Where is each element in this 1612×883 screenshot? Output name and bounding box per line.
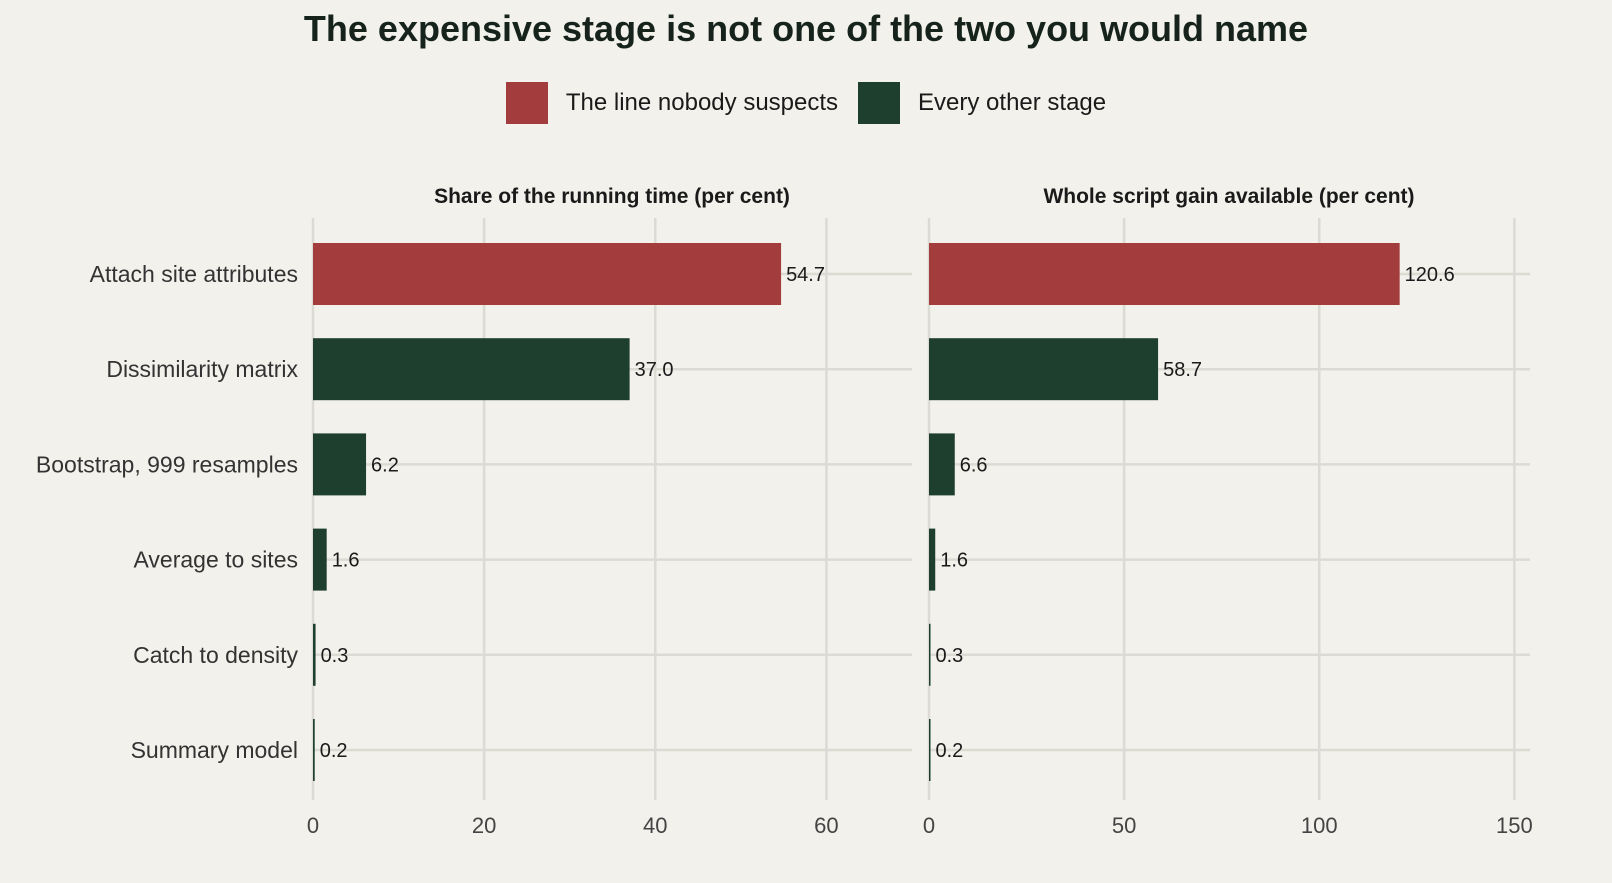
data-label: 54.7 xyxy=(786,264,825,286)
data-label: 1.6 xyxy=(940,550,968,572)
data-label: 120.6 xyxy=(1405,264,1455,286)
category-label: Summary model xyxy=(131,737,298,763)
tick-label: 40 xyxy=(643,813,667,838)
tick-label: 100 xyxy=(1301,813,1338,838)
category-label: Dissimilarity matrix xyxy=(106,356,298,382)
data-label: 6.6 xyxy=(960,454,988,476)
bar xyxy=(929,623,931,686)
chart-title: The expensive stage is not one of the tw… xyxy=(303,8,1309,49)
bar xyxy=(313,623,316,686)
legend-item-highlight: The line nobody suspects xyxy=(505,82,839,124)
bar xyxy=(929,243,1400,305)
tick-label: 150 xyxy=(1496,813,1533,838)
category-label: Catch to density xyxy=(133,642,298,668)
legend-swatch-highlight xyxy=(505,82,548,124)
bar xyxy=(929,528,936,591)
tick-label: 0 xyxy=(923,813,935,838)
bar xyxy=(313,719,315,781)
tick-label: 50 xyxy=(1112,813,1136,838)
tick-label: 0 xyxy=(307,813,319,838)
data-label: 1.6 xyxy=(332,550,360,572)
panel-title: Whole script gain available (per cent) xyxy=(1043,185,1414,208)
category-label: Attach site attributes xyxy=(90,261,298,287)
bar xyxy=(929,433,955,496)
legend-item-other: Every other stage xyxy=(858,82,1106,124)
bar xyxy=(313,528,327,591)
data-label: 0.2 xyxy=(936,740,964,762)
tick-label: 60 xyxy=(814,813,838,838)
data-label: 0.2 xyxy=(320,740,348,762)
panel-title: Share of the running time (per cent) xyxy=(434,185,790,208)
data-label: 6.2 xyxy=(371,454,399,476)
data-label: 58.7 xyxy=(1163,359,1202,381)
legend-label-highlight: The line nobody suspects xyxy=(565,89,839,116)
data-label: 37.0 xyxy=(635,359,674,381)
data-label: 0.3 xyxy=(936,645,964,667)
bar xyxy=(929,338,1159,401)
legend-label-other: Every other stage xyxy=(918,89,1107,116)
legend-swatch-other xyxy=(858,82,901,124)
bar xyxy=(313,243,782,305)
bar xyxy=(313,433,367,496)
data-label: 0.3 xyxy=(321,645,349,667)
tick-label: 20 xyxy=(472,813,496,838)
bar xyxy=(313,338,630,401)
category-label: Average to sites xyxy=(133,547,298,573)
legend: The line nobody suspects Every other sta… xyxy=(0,82,1612,124)
bar xyxy=(929,719,931,781)
category-label: Bootstrap, 999 resamples xyxy=(36,451,298,477)
